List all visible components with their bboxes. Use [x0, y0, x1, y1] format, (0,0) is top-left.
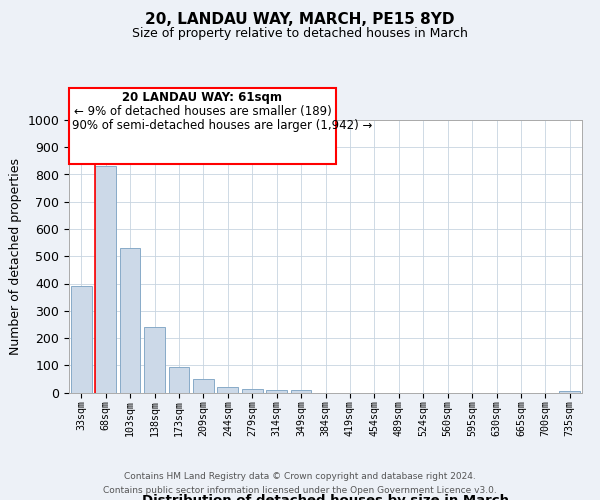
- Text: 90% of semi-detached houses are larger (1,942) →: 90% of semi-detached houses are larger (…: [72, 119, 373, 132]
- Text: 20, LANDAU WAY, MARCH, PE15 8YD: 20, LANDAU WAY, MARCH, PE15 8YD: [145, 12, 455, 28]
- Text: Contains HM Land Registry data © Crown copyright and database right 2024.: Contains HM Land Registry data © Crown c…: [124, 472, 476, 481]
- Text: Contains public sector information licensed under the Open Government Licence v3: Contains public sector information licen…: [103, 486, 497, 495]
- Y-axis label: Number of detached properties: Number of detached properties: [9, 158, 22, 355]
- Text: ← 9% of detached houses are smaller (189): ← 9% of detached houses are smaller (189…: [74, 105, 331, 118]
- Bar: [71, 286, 92, 393]
- Bar: [169, 366, 190, 392]
- Bar: [266, 390, 287, 392]
- Bar: [559, 391, 580, 392]
- Bar: [242, 389, 263, 392]
- Bar: [217, 387, 238, 392]
- X-axis label: Distribution of detached houses by size in March: Distribution of detached houses by size …: [142, 494, 509, 500]
- Text: 20 LANDAU WAY: 61sqm: 20 LANDAU WAY: 61sqm: [122, 91, 283, 104]
- Bar: [95, 166, 116, 392]
- Text: Size of property relative to detached houses in March: Size of property relative to detached ho…: [132, 28, 468, 40]
- Bar: [193, 379, 214, 392]
- Bar: [119, 248, 140, 392]
- Bar: [144, 327, 165, 392]
- Bar: [290, 390, 311, 392]
